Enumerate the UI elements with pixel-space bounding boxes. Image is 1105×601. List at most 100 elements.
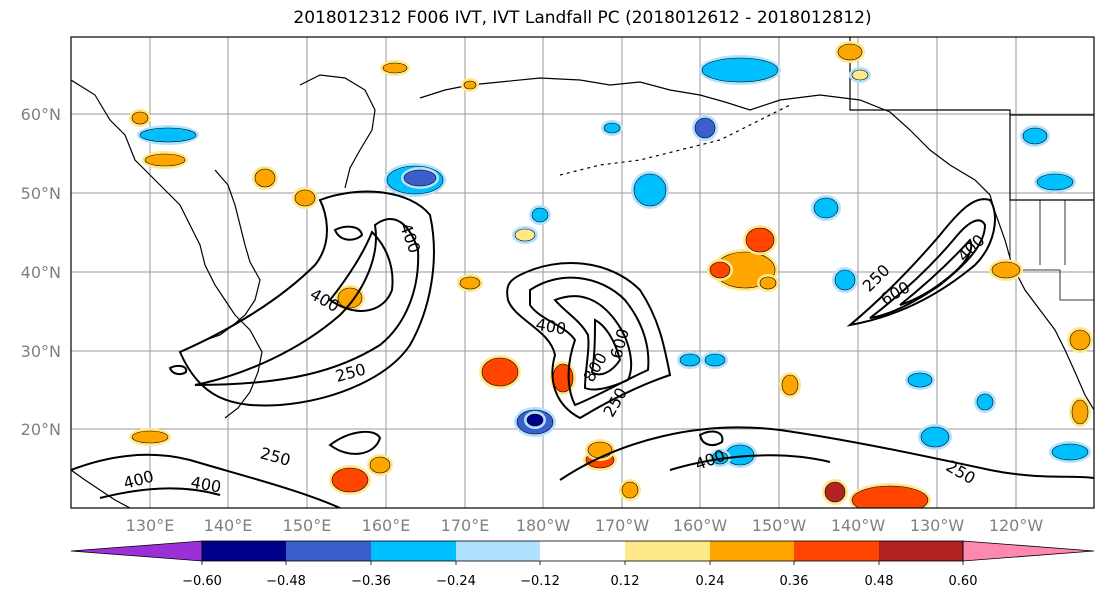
anomaly-patch xyxy=(144,153,186,167)
anomaly-patch xyxy=(976,393,994,411)
longitude-label: 160°E xyxy=(362,516,411,535)
colorbar-tick-label: 0.12 xyxy=(611,574,640,589)
longitude-label: 170°E xyxy=(441,516,490,535)
anomaly-patch xyxy=(851,485,929,508)
longitude-label: 130°E xyxy=(126,516,175,535)
anomaly-patch xyxy=(621,481,639,499)
coastlines xyxy=(71,37,1094,508)
longitude-label: 150°W xyxy=(752,516,807,535)
longitude-label: 140°E xyxy=(204,516,253,535)
anomaly-patch xyxy=(1022,127,1048,145)
contour-south-central xyxy=(559,426,1094,481)
plot-area: 4004002504008006002502506004002504002504… xyxy=(71,37,1094,508)
colorbar-tick-label: 0.36 xyxy=(780,574,809,589)
longitude-label: 180°W xyxy=(516,516,571,535)
colorbar xyxy=(70,540,1095,562)
contour-small-4 xyxy=(698,430,724,447)
anomaly-patch xyxy=(463,80,477,90)
contour-central-600 xyxy=(553,295,633,391)
latitude-label: 60°N xyxy=(21,105,61,124)
map-frame xyxy=(70,36,1095,509)
anomaly-patch xyxy=(254,168,276,188)
anomaly-patch xyxy=(1069,329,1091,351)
longitude-labels: 130°E 140°E 150°E 160°E 170°E 180°W 170°W 160°W… xyxy=(126,516,1044,535)
anomaly-patch xyxy=(633,173,667,207)
anomaly-patch xyxy=(526,413,544,427)
contour-south-400 xyxy=(99,487,221,499)
colorbar-segment xyxy=(540,541,625,561)
contour-east-400 xyxy=(869,219,987,319)
latitude-label: 30°N xyxy=(21,342,61,361)
anomaly-patch xyxy=(991,261,1021,279)
contour-small-2 xyxy=(333,225,364,241)
anomaly-patch xyxy=(531,207,549,223)
anomaly-patch xyxy=(1036,173,1074,191)
colorbar-tick-label: −0.48 xyxy=(266,574,306,589)
anomaly-patch xyxy=(694,117,716,139)
latitude-label: 40°N xyxy=(21,263,61,282)
anomaly-patch xyxy=(337,287,363,309)
contour-east-250 xyxy=(846,198,996,327)
colorbar-segment xyxy=(710,541,794,561)
anomaly-patch xyxy=(709,261,731,279)
colorbar-tick-label: 0.48 xyxy=(865,574,894,589)
anomaly-patch xyxy=(834,269,856,291)
colorbar-tick-label: 0.24 xyxy=(696,574,725,589)
contour-east-600 xyxy=(899,238,973,306)
anomaly-patch xyxy=(131,111,149,125)
anomaly-patch xyxy=(907,372,933,388)
colorbar-segment xyxy=(371,541,456,561)
colorbar-segment xyxy=(286,541,371,561)
map-title: 2018012312 F006 IVT, IVT Landfall PC (20… xyxy=(293,8,872,28)
contour-west-400 xyxy=(194,218,420,386)
ivt-contours xyxy=(71,190,1094,508)
anomaly-patch xyxy=(294,189,316,207)
longitude-label: 150°E xyxy=(283,516,332,535)
colorbar-tick-label: −0.24 xyxy=(436,574,476,589)
contour-central-800 xyxy=(590,318,622,376)
anomaly-patch xyxy=(745,227,775,253)
anomaly-patch xyxy=(701,57,779,83)
colorbar-segment xyxy=(202,541,286,561)
anomaly-patch xyxy=(679,353,701,367)
longitude-label: 170°W xyxy=(595,516,650,535)
longitude-label: 140°W xyxy=(831,516,886,535)
anomaly-patch xyxy=(704,353,726,367)
contour-central-250 xyxy=(506,262,672,420)
contour-south-central-400 xyxy=(669,454,831,471)
anomaly-patch xyxy=(587,441,613,459)
colorbar-frame xyxy=(201,540,964,562)
colorbar-segment xyxy=(794,541,879,561)
longitude-label: 120°W xyxy=(989,516,1044,535)
anomaly-patch xyxy=(382,62,408,74)
colorbar-tick-label: 0.60 xyxy=(949,574,978,589)
contour-small-1 xyxy=(328,430,382,455)
anomaly-patch xyxy=(851,69,869,81)
anomaly-patch xyxy=(131,430,169,444)
colorbar-tick-labels: −0.60 −0.48 −0.36 −0.24 −0.12 0.12 0.24 0.36 0.4… xyxy=(182,561,977,589)
anomaly-patch xyxy=(920,426,950,448)
contour-west-250 xyxy=(178,190,435,407)
anomaly-patch xyxy=(1051,443,1089,461)
colorbar-segment xyxy=(625,541,710,561)
anomaly-patch xyxy=(481,357,519,387)
latitude-label: 20°N xyxy=(21,420,61,439)
colorbar-segment xyxy=(456,541,540,561)
colorbar-tick-label: −0.12 xyxy=(520,574,560,589)
colorbar-tick-label: −0.60 xyxy=(182,574,222,589)
longitude-label: 130°W xyxy=(910,516,965,535)
colorbar-tick-label: −0.36 xyxy=(351,574,391,589)
anomaly-patch xyxy=(403,169,437,187)
anomaly-patch xyxy=(837,43,863,61)
anomaly-patch xyxy=(781,374,799,396)
anomaly-patch xyxy=(603,122,621,134)
anomaly-patch xyxy=(1071,399,1089,425)
anomaly-patch xyxy=(331,467,369,493)
anomaly-patch xyxy=(813,197,839,219)
anomaly-patch xyxy=(459,276,481,290)
anomaly-patch xyxy=(759,276,777,290)
longitude-label: 160°W xyxy=(673,516,728,535)
anomaly-patch xyxy=(369,456,391,474)
colorbar-extend-low xyxy=(70,540,203,562)
